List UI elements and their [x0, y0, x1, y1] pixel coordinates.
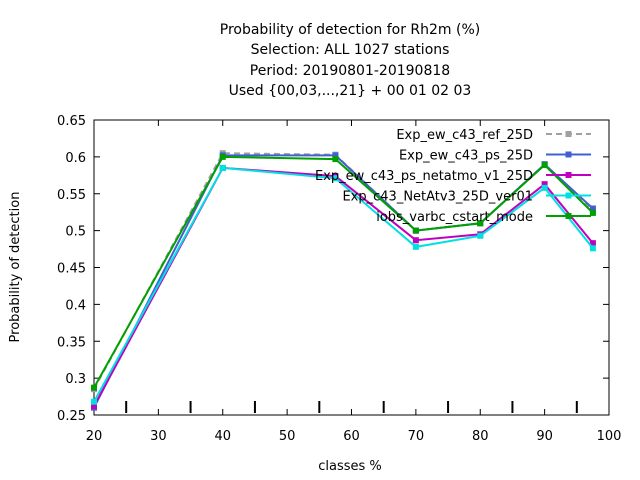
chart-title: Probability of detection for Rh2m (%) Se… — [220, 22, 481, 99]
data-point — [589, 209, 596, 216]
x-tick-label: 30 — [150, 429, 167, 444]
data-point — [332, 152, 339, 159]
tick-labels: 0.25 0.3 0.35 0.4 0.45 0.5 0.55 0.6 0.65 20 30 40 50… — [57, 114, 621, 444]
data-point — [541, 184, 548, 191]
legend-item: Exp_ew_c43_ref_25D — [396, 128, 591, 143]
data-point — [412, 237, 419, 244]
legend-label: Exp_c43_NetAtv3_25D_ver01 — [342, 190, 533, 205]
y-tick-label: 0.6 — [65, 151, 86, 166]
y-tick-label: 0.65 — [57, 114, 86, 129]
y-tick-label: 0.35 — [57, 335, 86, 350]
data-point — [477, 232, 484, 239]
series-5 — [91, 153, 596, 391]
x-tick-label: 70 — [408, 429, 425, 444]
legend-label: Exp_ew_c43_ref_25D — [396, 128, 533, 143]
data-point — [541, 161, 548, 168]
data-point — [91, 403, 97, 410]
data-point — [91, 398, 97, 405]
title-line-1: Probability of detection for Rh2m (%) — [220, 22, 481, 38]
x-tick-label: 60 — [343, 429, 360, 444]
y-axis-label: Probability of detection — [8, 192, 23, 343]
data-point — [589, 240, 596, 247]
legend-marker — [565, 192, 572, 199]
y-tick-label: 0.55 — [57, 188, 86, 203]
data-point — [412, 243, 419, 250]
legend-item: Exp_c43_NetAtv3_25D_ver01 — [342, 190, 591, 205]
y-tick-label: 0.45 — [57, 262, 86, 277]
legend: Exp_ew_c43_ref_25D Exp_ew_c43_ps_25D Exp_e… — [315, 128, 591, 225]
title-line-2: Selection: ALL 1027 stations — [251, 42, 450, 58]
data-point — [477, 220, 484, 227]
legend-marker — [565, 131, 572, 137]
legend-marker — [565, 172, 572, 178]
data-point — [589, 205, 596, 212]
y-tick-label: 0.5 — [65, 225, 86, 240]
y-tick-label: 0.4 — [65, 298, 86, 313]
x-tick-label: 50 — [279, 429, 296, 444]
x-axis-label: classes % — [318, 459, 382, 474]
y-tick-label: 0.3 — [65, 372, 86, 387]
x-tick-label: 90 — [536, 429, 553, 444]
legend-label: Exp_ew_c43_ps_netatmo_v1_25D — [315, 169, 533, 184]
series-4 — [91, 164, 596, 405]
legend-label: iobs_varbc_cstart_mode — [376, 210, 533, 225]
data-point — [332, 156, 339, 163]
legend-item: iobs_varbc_cstart_mode — [376, 210, 591, 225]
x-tick-label: 100 — [597, 429, 622, 444]
legend-marker — [565, 213, 572, 219]
title-line-3: Period: 20190801-20190818 — [250, 63, 450, 79]
x-tick-label: 20 — [86, 429, 103, 444]
legend-label: Exp_ew_c43_ps_25D — [399, 149, 533, 164]
y-tick-label: 0.25 — [57, 409, 86, 424]
data-point — [332, 175, 339, 182]
legend-item: Exp_ew_c43_ps_25D — [399, 149, 591, 164]
data-point — [91, 384, 97, 391]
data-point — [541, 181, 548, 188]
data-point — [219, 153, 226, 160]
legend-item: Exp_ew_c43_ps_netatmo_v1_25D — [315, 169, 591, 184]
plot-frame — [93, 119, 610, 416]
data-point — [412, 227, 419, 234]
x-tick-label: 40 — [214, 429, 231, 444]
axis-ticks — [93, 119, 610, 416]
series-layer — [91, 150, 596, 411]
data-point — [219, 164, 226, 171]
legend-marker — [565, 151, 572, 158]
title-line-4: Used {00,03,...,21} + 00 01 02 03 — [229, 83, 472, 99]
data-point — [589, 245, 596, 252]
x-tick-label: 80 — [472, 429, 489, 444]
